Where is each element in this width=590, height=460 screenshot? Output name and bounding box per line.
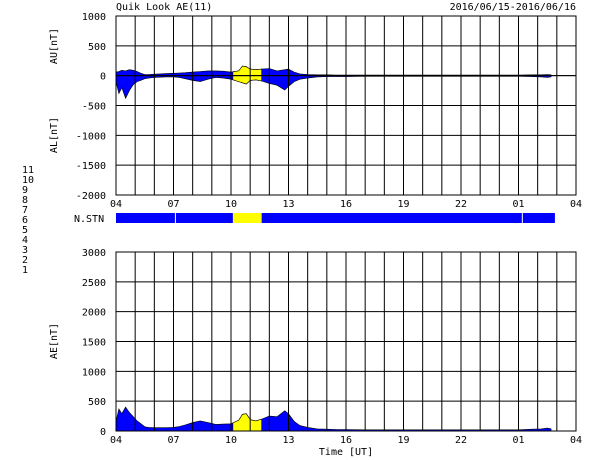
y-tick-label: 500	[88, 42, 106, 53]
nstn-segment	[116, 213, 176, 223]
station-count-label: 10	[22, 175, 34, 186]
y-tick-label: -2000	[76, 191, 106, 202]
station-count-label: 3	[22, 245, 28, 256]
nstn-segment	[522, 213, 555, 223]
x-tick-label: 04	[570, 199, 582, 210]
ae-area-quiet	[115, 406, 552, 432]
au-al-band-quiet	[115, 65, 552, 100]
x-tick-label: 04	[110, 199, 122, 210]
x-tick-label: 04	[110, 435, 122, 446]
date-range: 2016/06/15-2016/06/16	[450, 2, 576, 13]
au-axis-label: AU[nT]	[49, 28, 60, 64]
y-tick-label: 0	[100, 72, 106, 83]
x-tick-label: 22	[455, 199, 467, 210]
y-tick-label: 1500	[82, 338, 106, 349]
x-tick-label: 13	[282, 199, 294, 210]
y-tick-label: 3000	[82, 248, 106, 259]
station-count-label: 5	[22, 225, 28, 236]
figure-title: Quik Look AE(11)	[116, 2, 212, 13]
station-count-label: 1	[22, 265, 28, 276]
x-tick-label: 16	[340, 199, 352, 210]
y-tick-label: -500	[82, 102, 106, 113]
ae-area-reduced-stations	[232, 413, 262, 432]
ae-x-tick-labels: 04 07 10 13 16 19 22 01 04	[110, 435, 582, 446]
y-tick-label: 1000	[82, 367, 106, 378]
au-al-y-tick-labels: -2000 -1500 -1000 -500 0 500 1000	[76, 12, 106, 202]
nstn-segment	[175, 213, 233, 223]
station-count-label: 4	[22, 235, 28, 246]
y-tick-label: 1000	[82, 12, 106, 23]
station-count-label: 6	[22, 215, 28, 226]
ae-y-tick-labels: 0 500 1000 1500 2000 2500 3000	[82, 248, 106, 438]
al-axis-label: AL[nT]	[49, 117, 60, 153]
ae-area-series	[115, 406, 552, 432]
x-tick-label: 07	[167, 199, 179, 210]
ae-gridlines	[116, 252, 576, 431]
x-tick-label: 19	[397, 435, 409, 446]
au-al-panel: -2000 -1500 -1000 -500 0 500 1000 04 07 10 13 16 19…	[49, 12, 582, 210]
x-tick-label: 10	[225, 199, 237, 210]
au-al-band-reduced-stations	[232, 65, 262, 85]
au-al-gridlines	[116, 16, 576, 195]
nstn-label: N.STN	[74, 214, 104, 225]
y-tick-label: -1000	[76, 131, 106, 142]
x-tick-label: 10	[225, 435, 237, 446]
x-axis-title: Time [UT]	[319, 447, 373, 458]
station-count-label: 2	[22, 255, 28, 266]
station-count-label: 9	[22, 185, 28, 196]
x-tick-label: 04	[570, 435, 582, 446]
x-tick-label: 01	[512, 199, 524, 210]
au-al-plot-frame	[115, 15, 577, 196]
station-count-label: 8	[22, 195, 28, 206]
x-tick-label: 13	[282, 435, 294, 446]
nstn-segment	[232, 213, 262, 223]
y-tick-label: 2000	[82, 308, 106, 319]
station-count-label: 7	[22, 205, 28, 216]
x-tick-label: 22	[455, 435, 467, 446]
x-tick-label: 07	[167, 435, 179, 446]
y-tick-label: 2500	[82, 278, 106, 289]
ae-axis-label: AE[nT]	[49, 323, 60, 359]
x-tick-label: 19	[397, 199, 409, 210]
au-al-x-tick-labels: 04 07 10 13 16 19 22 01 04	[110, 199, 582, 210]
y-tick-label: 0	[100, 427, 106, 438]
nstn-segment	[261, 213, 523, 223]
y-tick-label: 500	[88, 397, 106, 408]
x-tick-label: 16	[340, 435, 352, 446]
y-tick-label: -1500	[76, 161, 106, 172]
x-tick-label: 01	[512, 435, 524, 446]
station-count-label: 11	[22, 165, 34, 176]
nstn-bar	[116, 213, 555, 223]
au-al-area-series	[115, 65, 552, 100]
ae-plot-frame	[115, 251, 577, 432]
